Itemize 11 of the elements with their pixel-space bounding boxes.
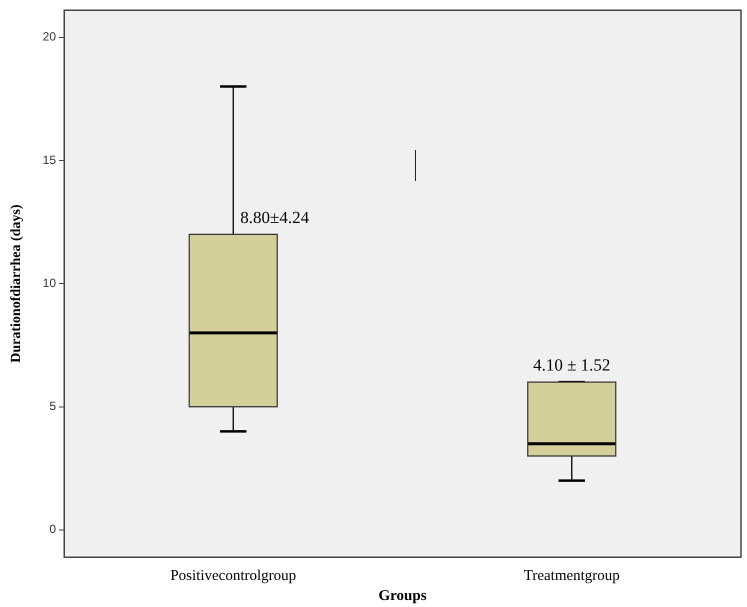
y-tick-label: 20 (42, 30, 56, 44)
y-tick-label: 15 (42, 152, 56, 167)
x-tick-label: Positivecontrolgroup (170, 568, 296, 584)
annotation: 4.10 ± 1.52 (533, 356, 610, 375)
annotation: 8.80±4.24 (240, 208, 310, 227)
y-axis-title: Durationofdiarrhea (days) (9, 204, 24, 363)
x-axis-title: Groups (378, 588, 427, 604)
y-tick-label: 5 (49, 399, 56, 414)
y-tick-label: 10 (42, 276, 56, 290)
x-tick-label: Treatmentgroup (524, 568, 620, 584)
y-tick-label: 0 (49, 522, 56, 536)
